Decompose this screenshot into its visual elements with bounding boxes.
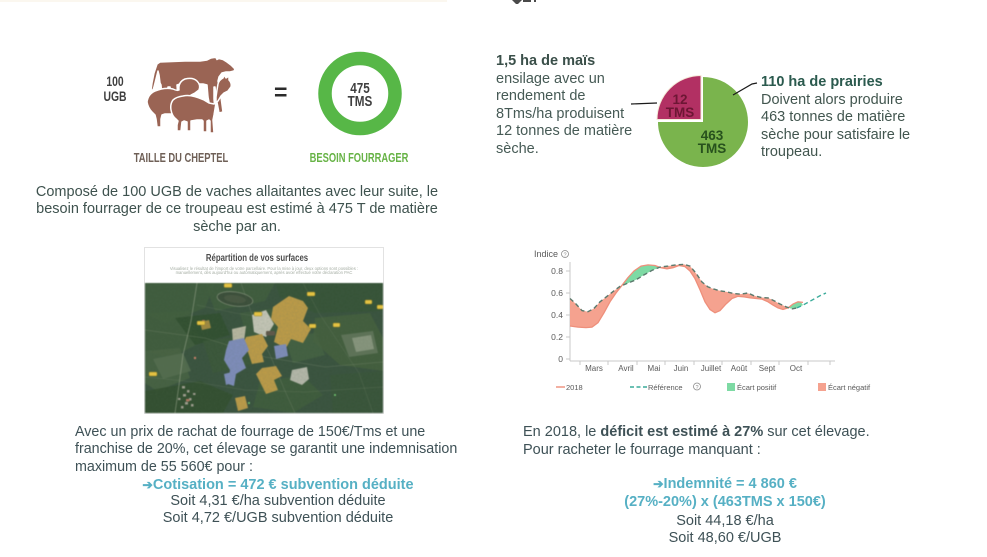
svg-text:12: 12 xyxy=(672,92,687,107)
svg-text:Écart positif: Écart positif xyxy=(737,383,777,392)
svg-text:0.8: 0.8 xyxy=(551,266,563,276)
svg-text:0.6: 0.6 xyxy=(551,288,563,298)
svg-text:463: 463 xyxy=(701,128,724,143)
svg-text:0: 0 xyxy=(558,354,563,364)
svg-text:Indice: Indice xyxy=(534,249,558,259)
svg-text:0.4: 0.4 xyxy=(551,310,563,320)
svg-text:Juin: Juin xyxy=(674,364,689,373)
svg-text:2018: 2018 xyxy=(566,383,583,392)
svg-text:TMS: TMS xyxy=(666,105,695,120)
svg-text:Avril: Avril xyxy=(618,364,634,373)
svg-text:Mars: Mars xyxy=(585,364,603,373)
svg-text:TMS: TMS xyxy=(698,141,727,156)
svg-text:?: ? xyxy=(695,385,698,391)
svg-text:Mai: Mai xyxy=(648,364,661,373)
svg-text:Écart négatif: Écart négatif xyxy=(828,383,871,392)
svg-text:Août: Août xyxy=(731,364,748,373)
svg-text:Sept: Sept xyxy=(759,364,776,373)
svg-text:Oct: Oct xyxy=(790,364,803,373)
svg-text:?: ? xyxy=(563,253,566,259)
svg-text:0.2: 0.2 xyxy=(551,332,563,342)
svg-text:Référence: Référence xyxy=(648,383,683,392)
svg-text:Juillet: Juillet xyxy=(701,364,722,373)
